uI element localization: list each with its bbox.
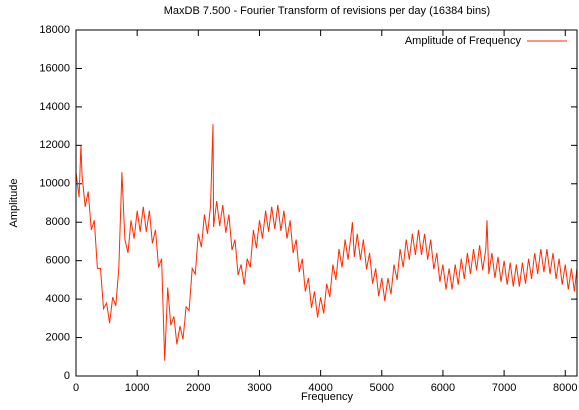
chart-title: MaxDB 7.500 - Fourier Transform of revis… bbox=[164, 5, 490, 17]
x-tick-label: 3000 bbox=[247, 382, 271, 394]
y-tick-label: 14000 bbox=[39, 101, 70, 113]
x-tick-label: 2000 bbox=[186, 382, 210, 394]
y-tick-label: 4000 bbox=[46, 293, 70, 305]
x-tick-label: 7000 bbox=[492, 382, 516, 394]
x-tick-label: 5000 bbox=[370, 382, 394, 394]
y-axis-label: Amplitude bbox=[8, 179, 20, 228]
x-tick-label: 4000 bbox=[308, 382, 332, 394]
plot-frame bbox=[75, 29, 578, 377]
legend-label: Amplitude of Frequency bbox=[405, 35, 522, 47]
y-tick-label: 2000 bbox=[46, 331, 70, 343]
y-tick-label: 18000 bbox=[39, 24, 70, 36]
y-tick-label: 12000 bbox=[39, 139, 70, 151]
data-line bbox=[75, 124, 578, 361]
y-tick-label: 10000 bbox=[39, 178, 70, 190]
y-tick-label: 0 bbox=[64, 370, 70, 382]
x-tick-label: 6000 bbox=[431, 382, 455, 394]
y-tick-label: 8000 bbox=[46, 216, 70, 228]
x-tick-label: 0 bbox=[73, 382, 79, 394]
y-tick-label: 6000 bbox=[46, 255, 70, 267]
y-tick-label: 16000 bbox=[39, 62, 70, 74]
x-axis-label: Frequency bbox=[301, 391, 353, 403]
x-tick-label: 1000 bbox=[125, 382, 149, 394]
x-tick-label: 8000 bbox=[553, 382, 577, 394]
